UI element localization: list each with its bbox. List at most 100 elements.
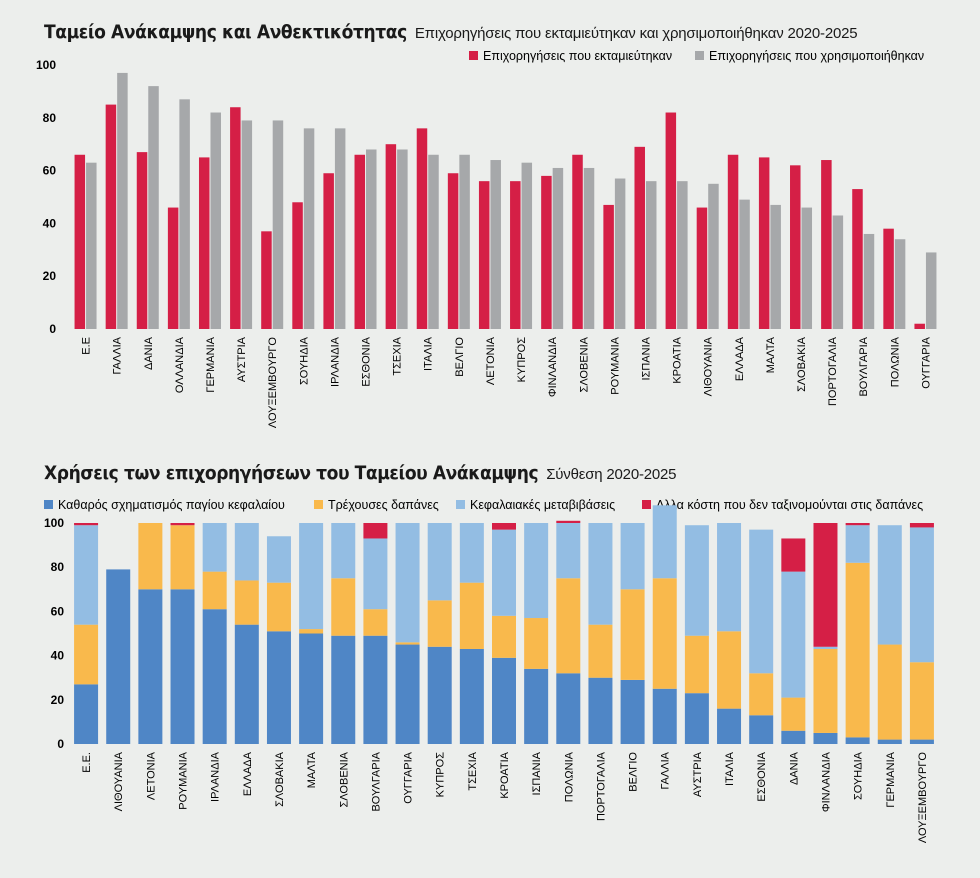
bar-segment-fixed-capital [813, 732, 838, 744]
bar-segment-current-spending [427, 600, 452, 647]
y-tick-label: 100 [44, 516, 64, 530]
x-category-label: ΣΛΟΒΑΚΙΑ [796, 336, 808, 392]
bar-segment-current-spending [845, 562, 870, 738]
legend-swatch [44, 500, 53, 509]
x-category-label: ΤΣΕΧΙΑ [392, 336, 404, 375]
bar-used [148, 86, 159, 330]
bar-used [832, 215, 844, 329]
bar-segment-other-costs [909, 523, 934, 528]
x-category-label: ΙΤΑΛΙΑ [724, 751, 736, 786]
x-category-label: ΠΟΛΩΝΙΑ [889, 336, 901, 387]
bar-disbursed [447, 173, 459, 329]
legend-label: Αλλα κόστη που δεν ταξινομούνται στις δα… [656, 498, 923, 512]
y-tick-label: 100 [36, 58, 56, 72]
bar-segment-capital-transfers [620, 523, 645, 590]
legend-label: Κεφαλαιακές μεταβιβάσεις [470, 498, 615, 512]
bar-disbursed [572, 154, 583, 329]
bar-used [179, 99, 190, 329]
x-category-label: ΕΣΘΟΝΙΑ [756, 751, 768, 801]
bar-segment-fixed-capital [331, 635, 356, 744]
x-category-label: ΠΟΡΤΟΓΑΛΙΑ [827, 336, 839, 406]
bar-disbursed [821, 160, 832, 329]
x-category-label: ΠΟΛΩΝΙΑ [563, 751, 575, 802]
bar-segment-capital-transfers [395, 523, 420, 643]
y-tick-label: 40 [43, 216, 57, 230]
bar-segment-capital-transfers [299, 523, 324, 630]
bar-disbursed [416, 128, 428, 329]
bar-segment-current-spending [588, 624, 613, 678]
x-category-label: ΙΣΠΑΝΙΑ [640, 336, 652, 380]
bar-segment-current-spending [299, 629, 324, 634]
bar-segment-current-spending [652, 578, 677, 689]
bar-segment-capital-transfers [363, 538, 388, 610]
x-category-label: ΦΙΝΛΑΝΔΙΑ [547, 336, 559, 397]
bar-segment-fixed-capital [909, 739, 934, 744]
x-category-label: ΜΑΛΤΑ [306, 751, 318, 788]
bar-segment-other-costs [74, 523, 99, 526]
bar-segment-fixed-capital [299, 633, 324, 744]
bar-segment-capital-transfers [234, 523, 259, 581]
bar-segment-capital-transfers [459, 523, 484, 583]
bar-used [397, 149, 408, 329]
bar-segment-capital-transfers [331, 523, 356, 579]
bar-used [366, 149, 377, 329]
bar-segment-capital-transfers [909, 527, 934, 663]
x-category-label: ΛΟΥΞΕΜΒΟΥΡΓΟ [917, 752, 929, 844]
y-tick-label: 20 [51, 693, 65, 707]
top-chart-title: Ταμείο Ανάκαμψης και Ανθεκτικότητας [44, 21, 407, 43]
bar-used [801, 207, 813, 329]
bar-used [863, 233, 875, 329]
bar-segment-current-spending [620, 589, 645, 680]
bar-disbursed [883, 228, 894, 329]
bar-segment-capital-transfers [202, 523, 227, 572]
bar-disbursed [478, 181, 490, 329]
bar-segment-fixed-capital [845, 737, 870, 744]
x-category-label: Ε.Ε [81, 337, 93, 355]
x-category-label: ΑΥΣΤΡΙΑ [236, 336, 248, 382]
bar-segment-fixed-capital [492, 657, 516, 744]
bar-segment-fixed-capital [781, 730, 806, 744]
legend-swatch [642, 500, 651, 509]
bar-used [210, 112, 221, 330]
x-category-label: ΔΑΝΙΑ [143, 336, 155, 370]
bar-disbursed [136, 152, 148, 329]
x-category-label: ΛΙΘΟΥΑΝΙΑ [703, 336, 715, 396]
bottom-chart-panel: Χρήσεις των επιχορηγήσεων του Ταμείου Αν… [0, 452, 980, 878]
bar-used [490, 160, 501, 329]
bar-used [894, 239, 906, 329]
bar-segment-current-spending [684, 635, 709, 694]
bar-segment-fixed-capital [106, 569, 131, 744]
bar-segment-other-costs [845, 523, 870, 526]
x-category-label: ΒΕΛΓΙΟ [454, 337, 466, 377]
y-tick-label: 0 [49, 322, 56, 336]
bar-segment-other-costs [556, 520, 581, 523]
bar-disbursed [914, 323, 925, 329]
bar-segment-fixed-capital [877, 739, 902, 744]
x-category-label: ΣΛΟΒΑΚΙΑ [274, 751, 286, 807]
x-category-label: ΚΡΟΑΤΙΑ [672, 336, 684, 383]
bar-segment-fixed-capital [427, 646, 452, 744]
bar-disbursed [167, 207, 179, 329]
x-category-label: ΡΟΥΜΑΝΙΑ [178, 751, 190, 809]
x-category-label: ΟΥΓΓΑΡΙΑ [403, 751, 415, 803]
bar-segment-capital-transfers [427, 523, 452, 601]
bar-segment-fixed-capital [620, 679, 645, 744]
bar-segment-current-spending [492, 615, 516, 658]
bar-disbursed [696, 207, 708, 329]
bar-segment-fixed-capital [749, 715, 774, 744]
bar-used [925, 252, 937, 329]
bar-segment-fixed-capital [234, 624, 259, 744]
bar-segment-capital-transfers [845, 525, 870, 563]
bar-segment-capital-transfers [749, 529, 774, 674]
x-category-label: ΟΛΛΑΝΔΙΑ [174, 336, 186, 393]
bottom-chart-title: Χρήσεις των επιχορηγήσεων του Ταμείου Αν… [44, 462, 539, 484]
bar-segment-capital-transfers [813, 646, 838, 649]
legend-label: Τρέχουσες δαπάνες [328, 498, 439, 512]
bar-disbursed [230, 107, 241, 330]
bar-disbursed [198, 157, 210, 329]
x-category-label: ΣΟΥΗΔΙΑ [853, 751, 865, 800]
bar-disbursed [323, 173, 334, 329]
bar-segment-current-spending [909, 662, 934, 740]
bar-segment-current-spending [781, 697, 806, 731]
bar-used [303, 128, 315, 329]
